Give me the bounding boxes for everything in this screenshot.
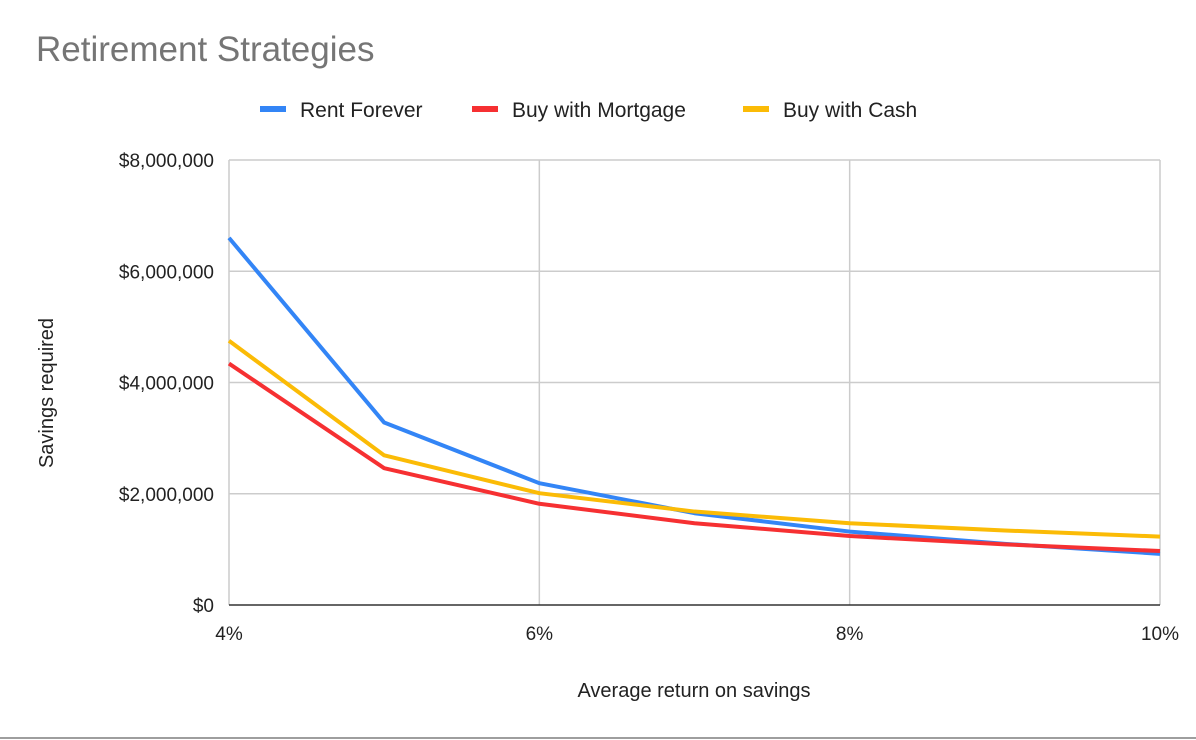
x-tick-label: 10% bbox=[1141, 624, 1179, 645]
legend-label: Rent Forever bbox=[300, 99, 423, 122]
y-tick-label: $8,000,000 bbox=[119, 151, 214, 172]
series-line-rent-forever bbox=[227, 236, 1161, 556]
series-line-buy-with-mortgage bbox=[227, 361, 1161, 554]
x-tick-label: 8% bbox=[836, 624, 864, 645]
chart-title: Retirement Strategies bbox=[36, 30, 375, 69]
legend-label: Buy with Mortgage bbox=[512, 99, 686, 122]
legend-label: Buy with Cash bbox=[783, 99, 917, 122]
x-tick-label: 6% bbox=[526, 624, 554, 645]
x-axis-title: Average return on savings bbox=[577, 680, 810, 702]
y-tick-label: $0 bbox=[193, 596, 214, 617]
y-tick-label: $6,000,000 bbox=[119, 262, 214, 283]
x-tick-label: 4% bbox=[215, 624, 243, 645]
y-tick-label: $4,000,000 bbox=[119, 374, 214, 395]
y-tick-label: $2,000,000 bbox=[119, 485, 214, 506]
series-line-buy-with-cash bbox=[227, 339, 1161, 539]
bottom-divider bbox=[0, 737, 1196, 739]
y-axis-title: Savings required bbox=[36, 318, 58, 468]
